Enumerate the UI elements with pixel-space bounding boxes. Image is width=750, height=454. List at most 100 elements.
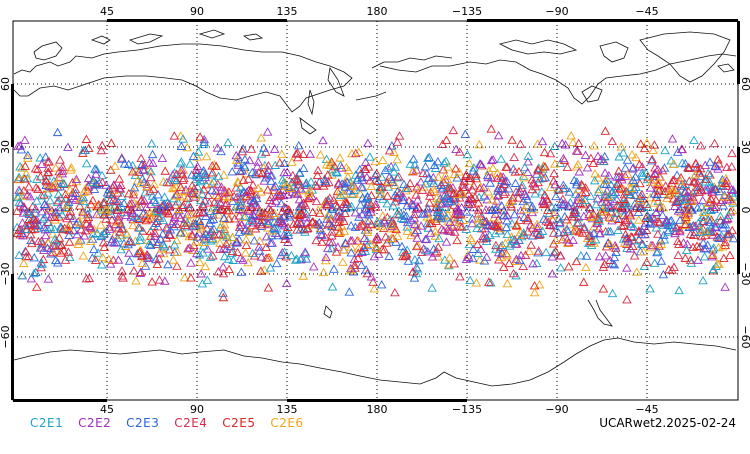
- observation-marker: [600, 168, 610, 177]
- observation-marker: [57, 240, 67, 249]
- observation-marker: [669, 175, 679, 184]
- observation-marker: [57, 168, 68, 178]
- observation-marker: [256, 266, 266, 275]
- observation-marker: [235, 196, 246, 206]
- observation-marker: [433, 172, 444, 181]
- observation-marker: [109, 238, 119, 247]
- observation-marker: [708, 264, 719, 274]
- observation-marker: [590, 169, 600, 178]
- observation-marker: [420, 162, 431, 171]
- observation-marker: [690, 227, 700, 237]
- observation-marker: [464, 176, 475, 185]
- observation-marker: [717, 175, 728, 184]
- observation-marker: [366, 200, 376, 209]
- observation-marker: [700, 177, 711, 186]
- observation-marker: [537, 187, 547, 196]
- observation-marker: [81, 219, 92, 228]
- observation-marker: [256, 149, 267, 158]
- observation-marker: [718, 201, 729, 210]
- observation-marker: [439, 158, 449, 167]
- observation-marker: [703, 168, 713, 178]
- observation-marker: [675, 204, 685, 214]
- observation-marker: [502, 229, 513, 239]
- observation-marker: [24, 220, 34, 230]
- observation-marker: [444, 197, 454, 206]
- observation-marker: [350, 148, 361, 158]
- observation-marker: [17, 163, 27, 172]
- observation-marker: [431, 216, 441, 225]
- observation-marker: [461, 224, 472, 233]
- observation-marker: [277, 206, 288, 216]
- observation-marker: [14, 197, 25, 207]
- observation-marker: [188, 221, 198, 231]
- observation-marker: [249, 251, 260, 260]
- observation-marker: [192, 161, 203, 171]
- observation-marker: [144, 165, 154, 174]
- observation-marker: [613, 225, 623, 235]
- observation-marker: [15, 230, 25, 239]
- observation-marker: [650, 169, 660, 179]
- observation-marker: [135, 235, 145, 244]
- observation-marker: [386, 233, 397, 242]
- observation-marker: [143, 214, 154, 223]
- observation-marker: [710, 161, 721, 170]
- observation-marker: [413, 240, 423, 250]
- novaya-zemlya-coast: [128, 33, 164, 45]
- observation-marker: [462, 149, 473, 159]
- observation-marker: [584, 209, 594, 219]
- observation-marker: [352, 175, 363, 184]
- observation-marker: [175, 228, 185, 237]
- observation-marker: [87, 234, 98, 243]
- observation-marker: [39, 245, 49, 254]
- observation-marker: [716, 180, 726, 190]
- observation-marker: [78, 210, 89, 219]
- observation-marker: [580, 183, 591, 192]
- observation-marker: [416, 247, 427, 256]
- observation-marker: [106, 165, 116, 174]
- observation-marker: [666, 215, 677, 225]
- observation-marker: [713, 242, 724, 252]
- observation-marker: [123, 159, 134, 168]
- observation-marker: [132, 213, 143, 222]
- observation-marker: [78, 192, 89, 202]
- observation-marker: [430, 248, 441, 257]
- observation-marker: [526, 240, 536, 249]
- observation-marker: [243, 174, 254, 183]
- observation-marker: [169, 183, 179, 193]
- observation-marker: [486, 155, 497, 165]
- observation-marker: [84, 222, 95, 231]
- observation-marker: [97, 140, 107, 150]
- observation-marker: [235, 166, 246, 175]
- observation-marker: [721, 215, 731, 224]
- observation-marker: [106, 138, 117, 147]
- observation-marker: [622, 169, 633, 178]
- observation-marker: [623, 236, 633, 245]
- observation-marker: [191, 174, 201, 184]
- observation-marker: [372, 217, 383, 226]
- observation-marker: [707, 249, 718, 258]
- observation-marker: [582, 163, 593, 172]
- observation-marker: [193, 147, 204, 156]
- observation-marker: [698, 207, 709, 216]
- observation-marker: [176, 141, 187, 150]
- observation-marker: [631, 152, 641, 162]
- observation-marker: [519, 204, 529, 214]
- observation-marker: [32, 215, 42, 224]
- observation-marker: [223, 254, 234, 263]
- observation-marker: [296, 209, 306, 219]
- observation-marker: [142, 179, 152, 189]
- observation-marker: [250, 200, 261, 209]
- observation-marker: [408, 166, 419, 175]
- observation-marker: [654, 203, 665, 212]
- observation-marker: [626, 231, 636, 241]
- observation-marker: [593, 151, 603, 160]
- observation-marker: [357, 172, 367, 182]
- lon-label-bottom: −135: [452, 403, 482, 416]
- observation-marker: [372, 234, 383, 243]
- observation-marker: [78, 207, 88, 217]
- observation-marker: [192, 152, 202, 161]
- observation-marker: [682, 199, 693, 209]
- observation-marker: [339, 226, 350, 235]
- observation-marker: [39, 199, 50, 209]
- observation-marker: [383, 182, 394, 191]
